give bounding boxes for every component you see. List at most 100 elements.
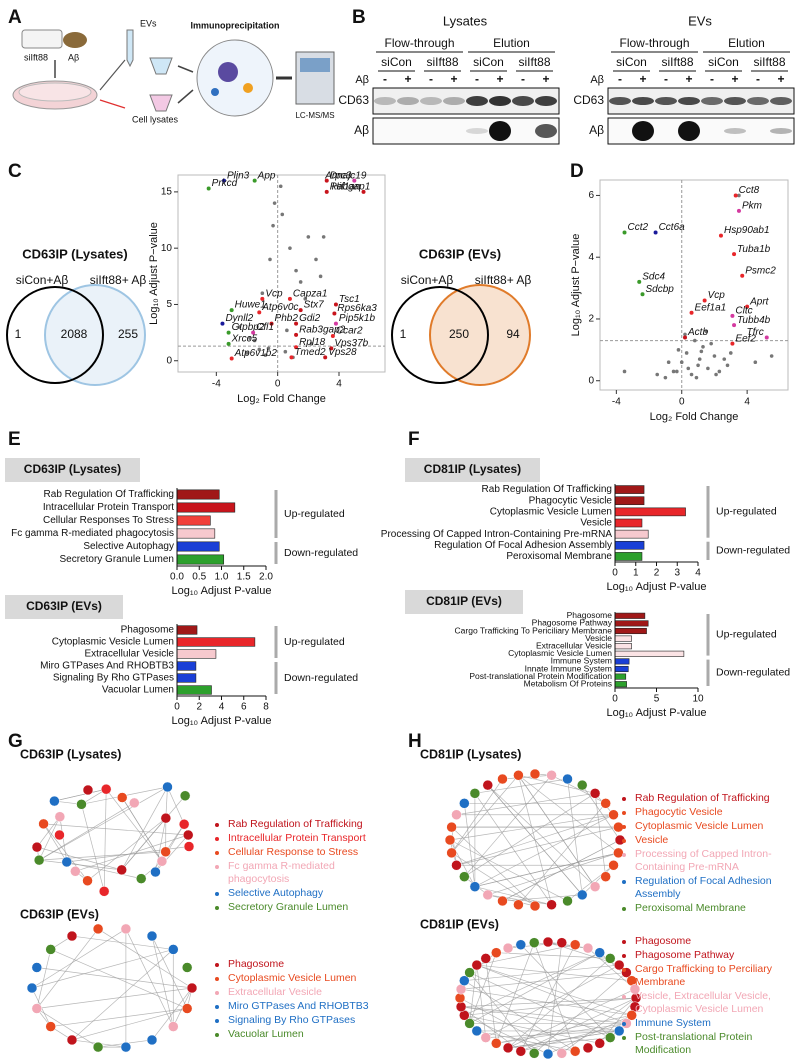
x-tick-label: 0.5 [192,572,206,583]
labeled-point [683,335,688,340]
network-edge [520,1023,627,1052]
network-node [459,975,470,986]
treatment-label: Aβ [590,74,604,86]
network-edge [38,816,61,861]
point [298,280,303,284]
bar [176,637,256,647]
network-node [546,899,557,910]
labeled-point [257,310,262,315]
bar [176,685,212,695]
category-label: Metabolism Of Proteins [524,678,612,688]
blot-group: Elution [728,36,765,50]
blot-row-label: Aβ [589,123,604,137]
network-node [528,1048,540,1059]
blot-condition: siCon [708,55,739,69]
x-tick-label: 8 [263,702,269,713]
network-node [464,967,475,978]
network-node [49,795,60,807]
network-node [515,939,527,950]
legend-item: Cellular Response to Stress [215,846,387,859]
point-label: Rpl18 [299,337,326,348]
network-edge [87,817,167,882]
panel-letter: G [8,731,23,752]
legend-label: Immune System [635,1017,711,1029]
point [675,369,679,374]
blot-band [397,97,419,105]
network-edge [518,774,619,854]
labeled-point [294,345,299,350]
network-edge [474,814,614,887]
labeled-point [730,341,735,346]
network-edge [38,786,168,861]
labeled-point [332,311,337,316]
point-label: Pkm [742,201,762,212]
schematic-label: Aβ [68,52,79,62]
point-label: Hsp90ab1 [724,225,770,236]
treatment-sign: + [450,72,457,86]
network-edge [81,804,105,892]
labeled-point [229,356,234,361]
network-edge [75,834,189,872]
category-label: Phagosome [121,625,175,636]
abeta-pile [63,32,87,48]
network-edge [105,788,163,862]
bar [614,665,629,673]
category-label: Rab Regulation Of Trafficking [44,489,174,500]
venn-count: 255 [118,327,138,341]
legend-item: Intracellular Protein Transport [215,832,387,845]
bar [614,673,627,680]
blot-band [443,97,465,105]
point [285,328,289,333]
blot-band [489,96,511,106]
network-edge [464,997,637,1016]
point [753,360,758,365]
network-edge [36,1008,99,1048]
legend-label: Cellular Response to Stress [228,846,359,858]
x-axis-label: Log₁₀ Adjust P-value [171,585,271,597]
panel-letter: C [8,161,22,182]
point [303,297,308,301]
network-node [82,875,93,886]
point-label: Sdc4 [642,272,665,283]
y-tick-label: 15 [161,187,173,198]
mass-spec-screen [300,58,330,72]
point-label: Vps37b [334,338,368,349]
point [666,360,671,365]
network-node [562,895,573,907]
category-label: Post-translational Protein Modification [469,671,612,681]
point-label: Cct6a [659,222,686,233]
schematic-label: EVs [140,18,157,28]
venn-title: CD63IP (EVs) [419,246,501,261]
network-node [26,982,38,994]
network-node [129,797,140,809]
chart-title-box [405,458,540,482]
point [696,363,700,368]
bar [614,540,645,550]
network-edge [125,928,174,1027]
point-label: Prkcd [212,178,238,189]
point-label: Huwe1 [235,300,266,311]
group-label: Up-regulated [284,636,345,648]
network-node [469,881,481,892]
point [268,257,272,262]
network-edge [502,774,552,780]
network-edge [594,793,607,877]
venn-title: CD63IP (Lysates) [22,246,128,261]
bar [176,625,198,635]
bar [176,528,216,539]
blot-band [632,121,654,141]
point-label: App [257,170,276,181]
category-label: Phagosome [567,610,613,620]
network-node [582,942,594,954]
tube [149,57,173,75]
network-edge [36,928,99,1009]
point [689,372,694,377]
network-edge [31,928,127,989]
y-tick-label: 4 [588,252,594,263]
network-edge [97,928,193,989]
labeled-point [732,252,737,257]
network-node [513,899,524,910]
category-label: Cytoplasmic Vesicle Lumen [508,648,612,658]
point-label: Cfl1 [256,322,274,333]
legend-item: Processing of Capped Intron-Containing P… [622,848,794,874]
